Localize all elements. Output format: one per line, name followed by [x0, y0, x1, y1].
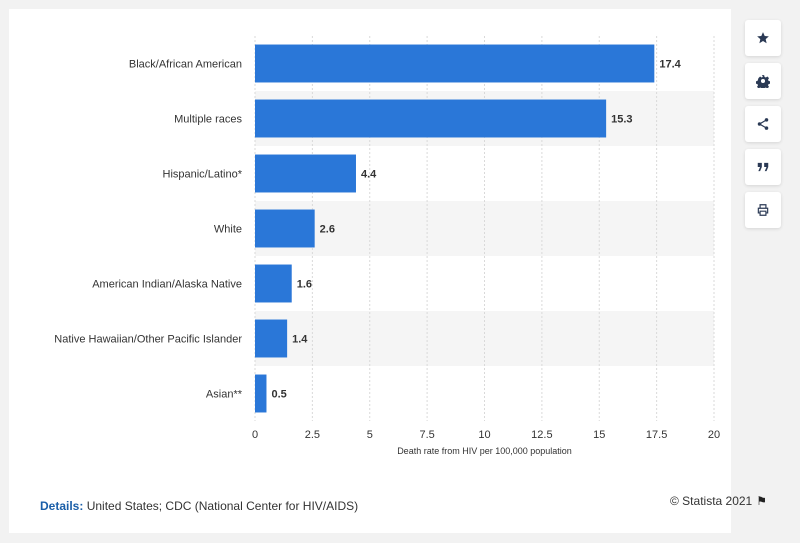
share-button[interactable]: [745, 106, 781, 142]
cite-button[interactable]: [745, 149, 781, 185]
data-label: 15.3: [611, 114, 632, 126]
x-tick-label: 12.5: [531, 429, 552, 441]
category-label: Black/African American: [129, 59, 242, 71]
x-tick-label: 7.5: [419, 429, 434, 441]
category-label: Asian**: [206, 389, 243, 401]
bar-chart: Black/African American 17.4 Multiple races…: [54, 36, 720, 456]
x-tick-label: 0: [252, 429, 258, 441]
statista-credit[interactable]: © Statista 2021 ⚑: [670, 494, 767, 508]
x-tick-label: 2.5: [305, 429, 320, 441]
settings-button[interactable]: [745, 63, 781, 99]
data-label: 1.4: [292, 334, 308, 346]
print-icon: [757, 204, 769, 216]
x-axis-label: Death rate from HIV per 100,000 populati…: [397, 446, 572, 456]
data-label: 17.4: [659, 59, 681, 71]
quote-icon: [757, 162, 769, 172]
print-button[interactable]: [745, 192, 781, 228]
x-tick-label: 10: [478, 429, 490, 441]
data-label: 4.4: [361, 169, 377, 181]
bar: [255, 319, 288, 358]
category-label: Native Hawaiian/Other Pacific Islander: [54, 334, 242, 346]
data-label: 0.5: [271, 389, 286, 401]
chart-card: Black/African American 17.4 Multiple races…: [9, 9, 731, 533]
bar: [255, 99, 607, 138]
bar: [255, 209, 315, 248]
flag-icon: ⚑: [756, 494, 767, 508]
data-label: 2.6: [320, 224, 335, 236]
credit-text: © Statista 2021: [670, 494, 753, 508]
favorite-button[interactable]: [745, 20, 781, 56]
data-label: 1.6: [297, 279, 312, 291]
bar: [255, 154, 356, 193]
category-label: Multiple races: [174, 114, 242, 126]
bar: [255, 44, 655, 83]
share-icon: [757, 118, 769, 130]
category-label: Hispanic/Latino*: [163, 169, 243, 181]
category-label: American Indian/Alaska Native: [92, 279, 242, 291]
x-tick-label: 17.5: [646, 429, 667, 441]
details-text[interactable]: United States; CDC (National Center for …: [86, 499, 359, 513]
star-icon: [757, 32, 769, 44]
details-note: Details: United States; CDC (National Ce…: [40, 499, 358, 513]
category-label: White: [214, 224, 242, 236]
details-label: Details:: [40, 499, 84, 513]
x-tick-label: 5: [367, 429, 373, 441]
bar: [255, 374, 267, 413]
x-tick-label: 20: [708, 429, 720, 441]
x-tick-label: 15: [593, 429, 605, 441]
gear-icon: [756, 75, 770, 88]
sidebar-toolbar: [745, 20, 783, 235]
bar: [255, 264, 292, 303]
